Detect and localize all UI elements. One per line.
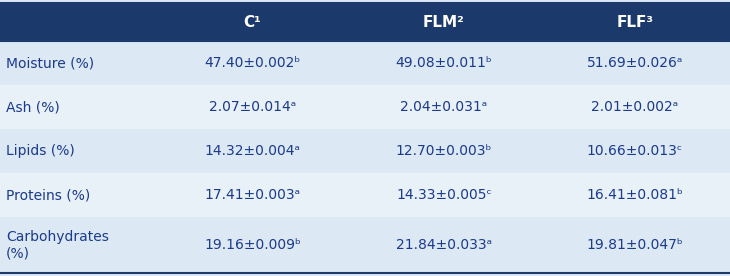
Text: 16.41±0.081ᵇ: 16.41±0.081ᵇ (586, 188, 683, 202)
Text: Moisture (%): Moisture (%) (6, 56, 94, 70)
Text: 2.01±0.002ᵃ: 2.01±0.002ᵃ (591, 100, 678, 114)
Text: Lipids (%): Lipids (%) (6, 144, 74, 158)
Text: Carbohydrates
(%): Carbohydrates (%) (6, 230, 109, 260)
Text: 19.16±0.009ᵇ: 19.16±0.009ᵇ (204, 238, 301, 252)
Text: 14.33±0.005ᶜ: 14.33±0.005ᶜ (396, 188, 491, 202)
Bar (0, 41, 730, 85)
Text: 10.66±0.013ᶜ: 10.66±0.013ᶜ (587, 144, 683, 158)
Text: 19.81±0.047ᵇ: 19.81±0.047ᵇ (586, 238, 683, 252)
Text: FLF³: FLF³ (616, 15, 653, 30)
Bar (0, 3, 730, 41)
Text: 2.04±0.031ᵃ: 2.04±0.031ᵃ (400, 100, 488, 114)
Text: 49.08±0.011ᵇ: 49.08±0.011ᵇ (396, 56, 492, 70)
Text: Ash (%): Ash (%) (6, 100, 60, 114)
Bar (0, 85, 730, 129)
Bar (0, 129, 730, 173)
Bar (0, 173, 730, 217)
Bar (0, 217, 730, 273)
Text: C¹: C¹ (244, 15, 261, 30)
Text: 12.70±0.003ᵇ: 12.70±0.003ᵇ (396, 144, 492, 158)
Text: FLM²: FLM² (423, 15, 465, 30)
Text: 47.40±0.002ᵇ: 47.40±0.002ᵇ (204, 56, 301, 70)
Text: Proteins (%): Proteins (%) (6, 188, 90, 202)
Text: 14.32±0.004ᵃ: 14.32±0.004ᵃ (204, 144, 301, 158)
Text: 2.07±0.014ᵃ: 2.07±0.014ᵃ (209, 100, 296, 114)
Text: 21.84±0.033ᵃ: 21.84±0.033ᵃ (396, 238, 492, 252)
Text: 17.41±0.003ᵃ: 17.41±0.003ᵃ (204, 188, 301, 202)
Text: 51.69±0.026ᵃ: 51.69±0.026ᵃ (586, 56, 683, 70)
